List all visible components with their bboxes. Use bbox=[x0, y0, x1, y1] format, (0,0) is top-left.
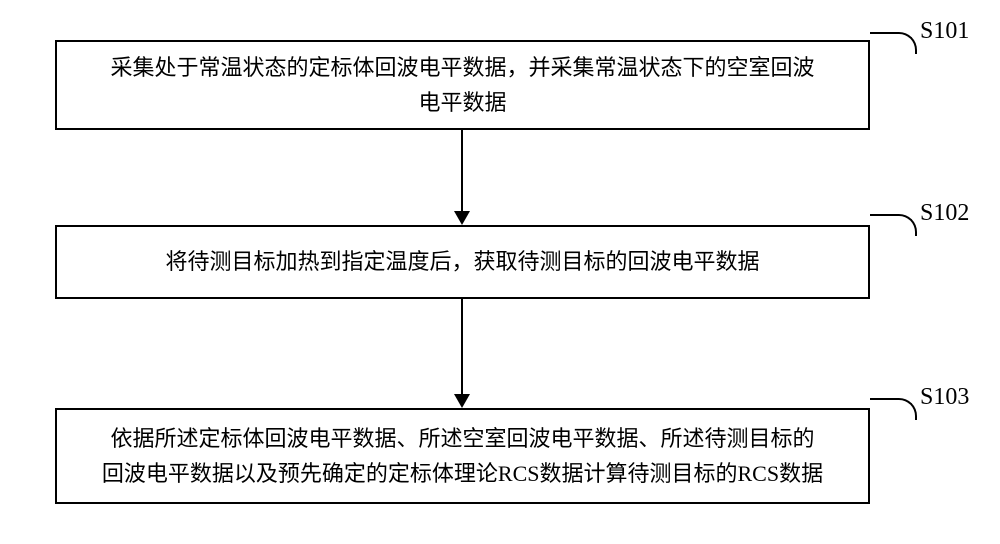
step-s101-text: 采集处于常温状态的定标体回波电平数据，并采集常温状态下的空室回波 电平数据 bbox=[110, 50, 814, 120]
arrow-1 bbox=[462, 130, 463, 225]
step-s103-label: S103 bbox=[920, 384, 969, 411]
step-s101-box: 采集处于常温状态的定标体回波电平数据，并采集常温状态下的空室回波 电平数据 bbox=[55, 40, 870, 130]
step-s102-box: 将待测目标加热到指定温度后，获取待测目标的回波电平数据 bbox=[55, 225, 870, 299]
step-s102-callout bbox=[870, 214, 917, 236]
step-s103-text: 依据所述定标体回波电平数据、所述空室回波电平数据、所述待测目标的 回波电平数据以… bbox=[102, 421, 823, 491]
step-s101-label: S101 bbox=[920, 18, 969, 45]
arrow-2 bbox=[462, 299, 463, 408]
step-s103-box: 依据所述定标体回波电平数据、所述空室回波电平数据、所述待测目标的 回波电平数据以… bbox=[55, 408, 870, 504]
step-s101-callout bbox=[870, 32, 917, 54]
step-s103-callout bbox=[870, 398, 917, 420]
step-s102-label: S102 bbox=[920, 200, 969, 227]
step-s102-text: 将待测目标加热到指定温度后，获取待测目标的回波电平数据 bbox=[165, 244, 759, 279]
flowchart-canvas: 采集处于常温状态的定标体回波电平数据，并采集常温状态下的空室回波 电平数据 S1… bbox=[0, 0, 1000, 544]
